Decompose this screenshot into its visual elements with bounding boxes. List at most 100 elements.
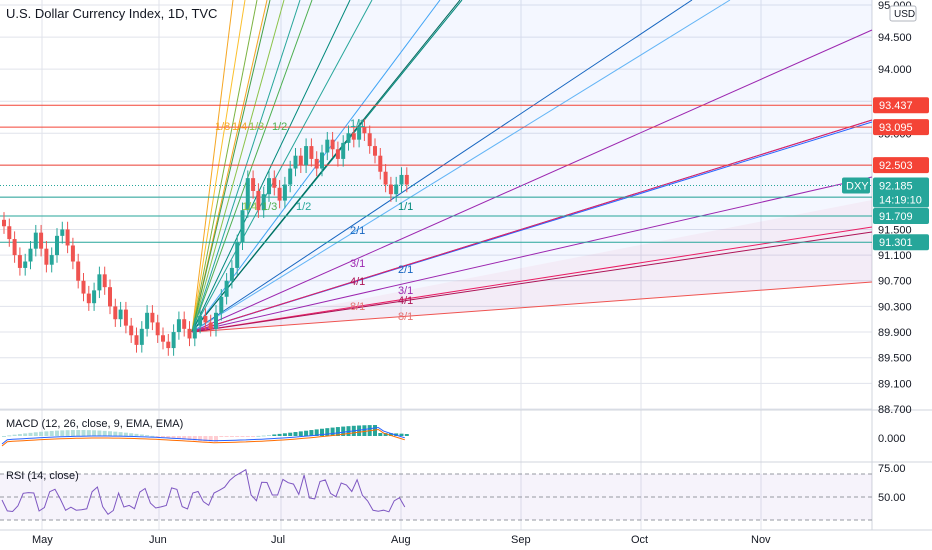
rsi-pane — [0, 468, 872, 521]
candle-body — [256, 190, 261, 211]
candle-body — [351, 133, 356, 140]
macd-label[interactable]: MACD (12, 26, close, 9, EMA, EMA) — [6, 418, 184, 430]
rsi-label[interactable]: RSI (14, close) — [6, 470, 79, 482]
macd-histogram-bar — [288, 432, 293, 436]
price-badge — [873, 208, 929, 225]
candle-body — [208, 322, 213, 329]
candle-body — [229, 267, 234, 281]
macd-histogram-bar — [235, 436, 240, 437]
price-badge-label: 93.437 — [879, 100, 913, 112]
gann-fan[interactable] — [191, 0, 873, 333]
candle-body — [81, 280, 86, 294]
fan-label: 8/1 — [350, 301, 365, 313]
macd-histogram-bar — [44, 431, 49, 436]
candle-body — [118, 309, 123, 320]
macd-histogram-bar — [399, 433, 404, 436]
macd-histogram-bar — [76, 430, 81, 436]
fan-ray — [191, 0, 234, 333]
fan-ray — [191, 0, 693, 333]
price-badge-label: 92.503 — [879, 160, 913, 172]
candle-body — [12, 239, 17, 256]
price-tick-label: 94.500 — [878, 32, 912, 44]
candle-body — [2, 219, 6, 227]
price-badge-label: 91.301 — [879, 237, 913, 249]
candle-body — [23, 261, 28, 268]
candle-body — [166, 341, 171, 349]
macd-histogram-bar — [298, 431, 303, 436]
fan-label: 3/1 — [398, 285, 413, 297]
fan-label: 1/4 — [232, 121, 247, 133]
candlestick-series — [2, 119, 409, 356]
fan-ray — [191, 0, 285, 333]
candle-body — [176, 319, 181, 333]
candle-body — [235, 242, 240, 268]
fan-ray — [191, 0, 313, 333]
macd-histogram-bar — [28, 432, 33, 436]
candle-body — [102, 274, 107, 288]
macd-histogram-bar — [192, 436, 197, 441]
price-tick-label: 90.300 — [878, 301, 912, 313]
candle-body — [388, 184, 393, 195]
candle-body — [309, 146, 314, 159]
macd-histogram-bar — [139, 434, 144, 436]
macd-histogram-bar — [314, 429, 319, 436]
macd-histogram-bar — [145, 435, 150, 437]
time-tick-label: Oct — [631, 534, 648, 546]
fan-ray — [191, 119, 873, 333]
candle-body — [288, 168, 293, 185]
macd-histogram-bar — [335, 427, 340, 436]
candle-body — [161, 335, 165, 342]
candle-body — [129, 325, 134, 336]
macd-histogram-bar — [378, 433, 383, 436]
macd-histogram-bar — [70, 430, 75, 436]
time-axis[interactable]: May Jun Jul Aug Sep Oct Nov — [32, 534, 771, 546]
macd-histogram-bar — [373, 425, 377, 436]
fan-label: 4/1 — [398, 295, 413, 307]
macd-histogram-bar — [187, 436, 192, 441]
macd-histogram-bar — [293, 432, 298, 436]
macd-histogram-bar — [182, 436, 187, 440]
candle-body — [219, 296, 224, 313]
candle-body — [214, 312, 218, 329]
macd-histogram-bar — [251, 436, 256, 437]
macd-histogram-bar — [118, 432, 123, 436]
macd-histogram-bar — [150, 435, 155, 437]
candle-body — [134, 335, 139, 345]
macd-histogram-bar — [383, 433, 388, 436]
candle-body — [346, 133, 351, 143]
macd-histogram-bar — [39, 431, 44, 436]
candle-body — [33, 232, 38, 249]
candle-body — [108, 287, 112, 307]
symbol-badge-label: DXY — [846, 181, 869, 193]
candle-body — [65, 229, 70, 246]
candle-body — [28, 248, 33, 262]
macd-histogram-bar — [2, 436, 6, 437]
rsi-axis-label: 50.00 — [878, 492, 906, 504]
current-price-badge — [873, 177, 929, 208]
horizontal-levels[interactable] — [0, 104, 872, 243]
candle-body — [277, 187, 282, 201]
macd-histogram-bar — [224, 436, 229, 437]
macd-histogram-bar — [17, 434, 22, 436]
candle-body — [39, 232, 44, 249]
candle-body — [362, 126, 367, 134]
currency-badge-label: USD — [894, 9, 915, 20]
price-badge-label: 93.095 — [879, 122, 913, 134]
candle-body — [240, 210, 245, 243]
macd-histogram-bar — [214, 436, 218, 442]
candle-body — [17, 255, 22, 268]
fan-label: 1/3 — [249, 121, 264, 133]
candle-body — [261, 194, 266, 211]
macd-histogram-bar — [49, 430, 54, 436]
candle-body — [123, 309, 128, 326]
macd-histogram-bar — [208, 436, 213, 442]
candle-body — [70, 245, 75, 262]
macd-histogram-bar — [309, 430, 314, 436]
price-axis[interactable]: 95.00094.50094.00093.50093.00092.50092.0… — [878, 0, 917, 504]
macd-histogram-bar — [198, 436, 203, 441]
time-tick-label: May — [32, 534, 53, 546]
candle-body — [155, 322, 160, 336]
time-tick-label: Sep — [511, 534, 531, 546]
price-tick-label: 91.500 — [878, 224, 912, 236]
